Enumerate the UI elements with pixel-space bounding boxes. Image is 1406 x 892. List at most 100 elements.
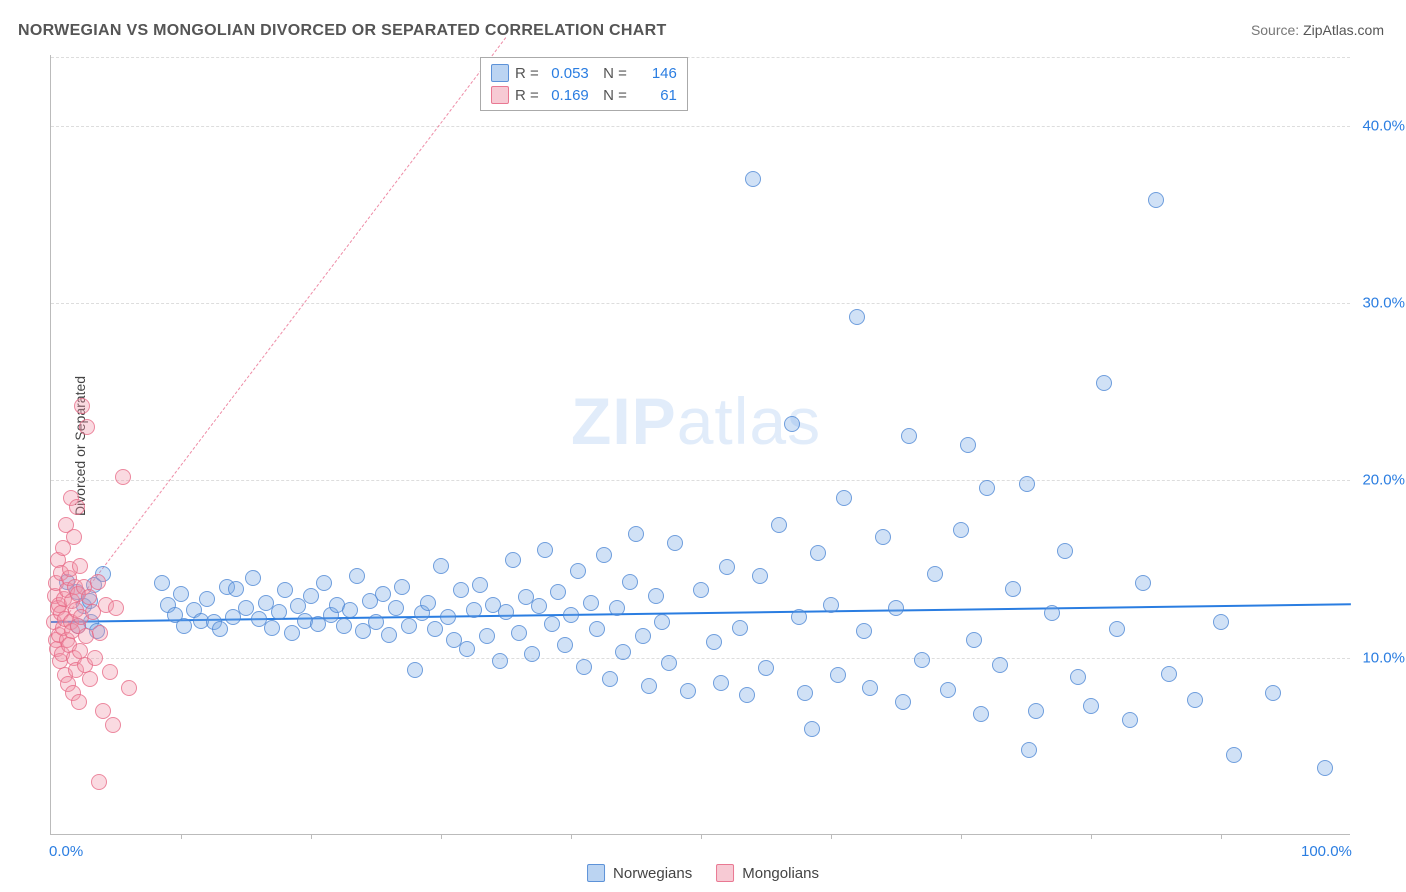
legend-item-mongolians: Mongolians [716, 864, 819, 882]
data-point [91, 774, 107, 790]
data-point [609, 600, 625, 616]
data-point [277, 582, 293, 598]
data-point [641, 678, 657, 694]
source-attribution: Source: ZipAtlas.com [1251, 22, 1384, 38]
data-point [992, 657, 1008, 673]
data-point [966, 632, 982, 648]
data-point [739, 687, 755, 703]
data-point [440, 609, 456, 625]
data-point [173, 586, 189, 602]
y-tick-label: 20.0% [1355, 472, 1405, 489]
data-point [1019, 476, 1035, 492]
data-point [264, 620, 280, 636]
data-point [589, 621, 605, 637]
data-point [511, 625, 527, 641]
data-point [433, 558, 449, 574]
data-point [953, 522, 969, 538]
data-point [732, 620, 748, 636]
data-point [284, 625, 300, 641]
data-point [550, 584, 566, 600]
data-point [570, 563, 586, 579]
swatch-icon [587, 864, 605, 882]
data-point [615, 644, 631, 660]
x-tick-mark [831, 834, 832, 839]
data-point [544, 616, 560, 632]
data-point [680, 683, 696, 699]
legend-r-label: R = [515, 87, 539, 104]
data-point [667, 535, 683, 551]
data-point [498, 604, 514, 620]
legend-n-label: N = [595, 65, 627, 82]
data-point [557, 637, 573, 653]
x-tick-mark [961, 834, 962, 839]
x-tick-mark [441, 834, 442, 839]
data-point [466, 602, 482, 618]
y-tick-label: 10.0% [1355, 649, 1405, 666]
data-point [1161, 666, 1177, 682]
data-point [1226, 747, 1242, 763]
data-point [245, 570, 261, 586]
data-point [979, 480, 995, 496]
data-point [849, 309, 865, 325]
data-point [524, 646, 540, 662]
y-tick-label: 30.0% [1355, 295, 1405, 312]
data-point [1096, 375, 1112, 391]
gridline [51, 126, 1350, 127]
legend-r-value: 0.053 [545, 65, 589, 82]
data-point [895, 694, 911, 710]
data-point [1213, 614, 1229, 630]
x-tick-mark [1091, 834, 1092, 839]
data-point [154, 575, 170, 591]
data-point [82, 671, 98, 687]
source-value: ZipAtlas.com [1303, 22, 1384, 38]
data-point [771, 517, 787, 533]
data-point [66, 529, 82, 545]
data-point [1135, 575, 1151, 591]
data-point [648, 588, 664, 604]
data-point [459, 641, 475, 657]
x-tick-label: 100.0% [1301, 843, 1351, 860]
data-point [407, 662, 423, 678]
data-point [71, 694, 87, 710]
data-point [752, 568, 768, 584]
data-point [654, 614, 670, 630]
data-point [635, 628, 651, 644]
data-point [108, 600, 124, 616]
x-tick-mark [311, 834, 312, 839]
correlation-legend: R =0.053 N =146R =0.169 N =61 [480, 57, 688, 111]
data-point [505, 552, 521, 568]
gridline [51, 658, 1350, 659]
data-point [453, 582, 469, 598]
data-point [427, 621, 443, 637]
data-point [875, 529, 891, 545]
x-tick-label: 0.0% [49, 843, 83, 860]
x-tick-mark [701, 834, 702, 839]
data-point [72, 558, 88, 574]
data-point [102, 664, 118, 680]
data-point [784, 416, 800, 432]
legend-n-value: 146 [633, 65, 677, 82]
data-point [271, 604, 287, 620]
data-point [105, 717, 121, 733]
data-point [914, 652, 930, 668]
data-point [927, 566, 943, 582]
legend-r-value: 0.169 [545, 87, 589, 104]
legend-row: R =0.169 N =61 [491, 84, 677, 106]
data-point [420, 595, 436, 611]
data-point [176, 618, 192, 634]
data-point [531, 598, 547, 614]
scatter-plot-area: ZIPatlas 10.0%20.0%30.0%40.0%0.0%100.0%R… [50, 55, 1350, 835]
data-point [830, 667, 846, 683]
data-point [583, 595, 599, 611]
data-point [199, 591, 215, 607]
trend-line [51, 37, 507, 637]
data-point [92, 625, 108, 641]
data-point [375, 586, 391, 602]
data-point [836, 490, 852, 506]
data-point [602, 671, 618, 687]
data-point [622, 574, 638, 590]
data-point [121, 680, 137, 696]
data-point [212, 621, 228, 637]
data-point [388, 600, 404, 616]
data-point [804, 721, 820, 737]
